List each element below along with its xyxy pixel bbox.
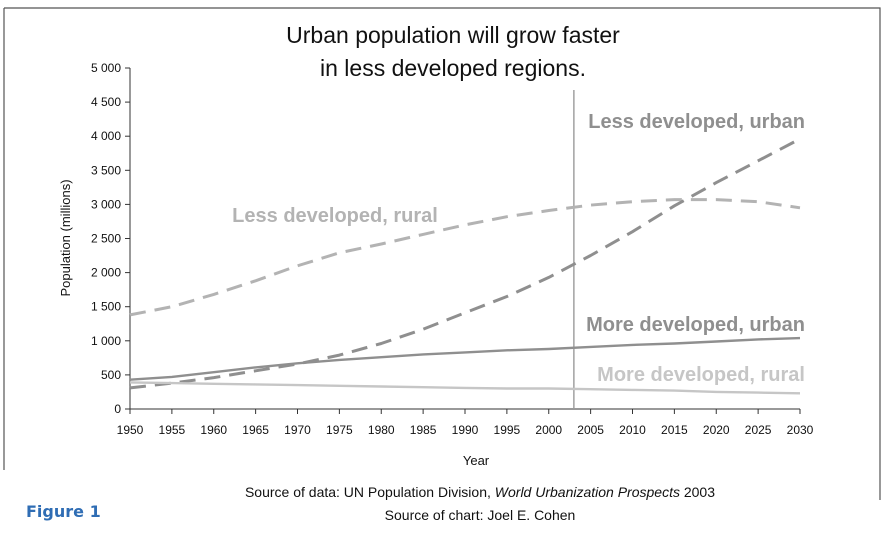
x-tick-label: 1975 bbox=[326, 423, 353, 437]
x-tick-label: 1960 bbox=[200, 423, 227, 437]
y-tick-label: 4 500 bbox=[91, 95, 121, 109]
y-tick-label: 2 000 bbox=[91, 266, 121, 280]
x-tick-label: 1995 bbox=[494, 423, 521, 437]
x-tick-label: 2020 bbox=[703, 423, 730, 437]
series-line-more-developed-urban bbox=[129, 336, 801, 381]
x-tick-label: 2025 bbox=[745, 423, 772, 437]
y-tick-label: 5 000 bbox=[91, 61, 121, 75]
y-tick-label: 0 bbox=[114, 402, 121, 416]
x-tick-label: 2015 bbox=[661, 423, 688, 437]
y-axis-label: Population (millions) bbox=[58, 179, 73, 296]
source-of-data: Source of data: UN Population Division, … bbox=[130, 484, 830, 500]
y-tick-label: 4 000 bbox=[91, 129, 121, 143]
y-tick-label: 3 000 bbox=[91, 197, 121, 211]
series-line-less-developed-urban bbox=[129, 137, 801, 390]
chart-title-line-1: Urban population will grow faster bbox=[286, 22, 620, 48]
y-tick-label: 500 bbox=[101, 368, 121, 382]
series-label: More developed, rural bbox=[597, 364, 805, 386]
series-line-more-developed-rural bbox=[129, 381, 801, 395]
figure-label: Figure 1 bbox=[26, 502, 101, 521]
series-label: Less developed, rural bbox=[232, 205, 438, 227]
series-label: Less developed, urban bbox=[588, 111, 805, 133]
source-of-chart: Source of chart: Joel E. Cohen bbox=[384, 507, 576, 523]
x-tick-label: 2030 bbox=[787, 423, 814, 437]
x-tick-label: 1980 bbox=[368, 423, 395, 437]
x-tick-label: 2005 bbox=[577, 423, 604, 437]
source-data-suffix: 2003 bbox=[679, 484, 716, 500]
x-tick-label: 1990 bbox=[452, 423, 479, 437]
x-tick-label: 1970 bbox=[284, 423, 311, 437]
series-label: More developed, urban bbox=[586, 314, 805, 336]
series-line-less-developed-rural bbox=[129, 198, 801, 317]
plot-area: 0 500 1 000 1 500 2 000 2 500 3 000 3 500 4 000 4… bbox=[91, 61, 814, 437]
x-tick-label: 1950 bbox=[117, 423, 144, 437]
y-tick-label: 1 500 bbox=[91, 300, 121, 314]
x-tick-label: 1965 bbox=[242, 423, 269, 437]
frame-border bbox=[3, 7, 881, 500]
x-axis-label: Year bbox=[463, 453, 490, 468]
source-data-title: World Urbanization Prospects bbox=[494, 484, 680, 500]
y-tick-label: 3 500 bbox=[91, 163, 121, 177]
y-tick-label: 1 000 bbox=[91, 334, 121, 348]
x-tick-label: 2010 bbox=[619, 423, 646, 437]
y-tick-label: 2 500 bbox=[91, 232, 121, 246]
source-data-prefix: Source of data: UN Population Division, bbox=[244, 484, 495, 500]
x-tick-label: 1985 bbox=[410, 423, 437, 437]
x-tick-label: 2000 bbox=[535, 423, 562, 437]
x-tick-label: 1955 bbox=[159, 423, 186, 437]
chart-title-line-2: in less developed regions. bbox=[320, 55, 586, 81]
